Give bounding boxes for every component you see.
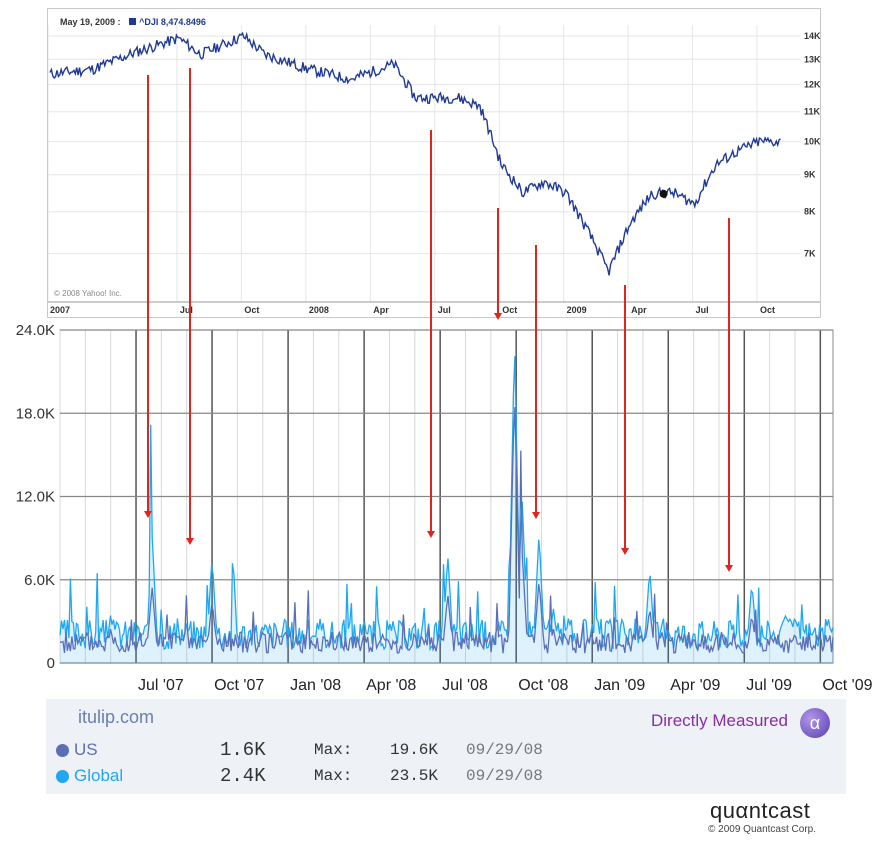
global-value: 2.4K xyxy=(220,765,266,787)
traffic-x-tick: Apr '09 xyxy=(670,677,720,694)
dji-y-tick: 14K xyxy=(804,31,820,41)
site-name[interactable]: itulip.com xyxy=(78,707,155,727)
us-label: US xyxy=(74,740,98,759)
dji-x-tick: Jul xyxy=(438,305,451,315)
stats-row-us: US 1.6K Max: 19.6K 09/29/08 xyxy=(56,739,616,763)
us-legend-dot-icon xyxy=(56,744,69,757)
dji-x-tick: 2008 xyxy=(309,305,329,315)
dji-y-tick: 12K xyxy=(804,79,820,89)
dji-series-line xyxy=(49,31,781,276)
dji-header: May 19, 2009 : ^DJI 8,474.8496 xyxy=(60,17,206,27)
quantcast-copyright: © 2009 Quantcast Corp. xyxy=(708,824,816,835)
dji-symbol: ^DJI 8,474.8496 xyxy=(129,17,206,27)
traffic-x-tick: Jul '09 xyxy=(746,677,792,694)
dji-y-tick: 13K xyxy=(804,54,820,64)
dji-x-tick: 2009 xyxy=(567,305,587,315)
stats-row-global: Global 2.4K Max: 23.5K 09/29/08 xyxy=(56,765,616,789)
us-value: 1.6K xyxy=(220,739,266,761)
traffic-series-line xyxy=(59,356,834,652)
dji-y-tick: 11K xyxy=(804,107,820,117)
dji-y-tick: 9K xyxy=(804,170,816,180)
dji-current-point xyxy=(659,189,668,198)
global-legend-dot-icon xyxy=(56,770,69,783)
traffic-x-tick: Jul '08 xyxy=(442,677,488,694)
global-max-date: 09/29/08 xyxy=(466,767,543,785)
global-label: Global xyxy=(74,766,124,785)
traffic-x-tick: Oct '07 xyxy=(214,677,264,694)
dji-quote: 8,474.8496 xyxy=(160,17,206,27)
stats-panel: itulip.com Directly Measured α US 1.6K M… xyxy=(46,699,846,794)
dji-date-label: May 19, 2009 : xyxy=(60,17,121,27)
dji-x-tick: Jul xyxy=(696,305,709,315)
directly-measured-label: Directly Measured xyxy=(651,711,788,730)
dji-chart: 14K 13K 12K 11K 10K 9K 8K 7K 2007 Jul Oct 2008 Apr Ju… xyxy=(47,8,821,318)
traffic-x-tick: Oct '09 xyxy=(822,677,872,694)
traffic-x-tick: Oct '08 xyxy=(518,677,568,694)
dji-x-tick: Apr xyxy=(631,305,647,315)
quantcast-logo: quαntcast xyxy=(710,798,811,823)
dji-symbol-text: ^DJI xyxy=(139,17,159,27)
traffic-x-tick: Apr '08 xyxy=(366,677,416,694)
traffic-chart: Jul '07 Oct '07 Jan '08 Apr '08 Jul '08 Oct '… xyxy=(0,322,878,697)
global-max-value: 23.5K xyxy=(390,767,439,785)
dji-y-tick: 7K xyxy=(804,249,816,259)
us-max-value: 19.6K xyxy=(390,741,439,759)
traffic-chart-svg: Jul '07 Oct '07 Jan '08 Apr '08 Jul '08 Oct '… xyxy=(16,322,873,694)
traffic-x-tick: Jan '09 xyxy=(594,677,645,694)
dji-y-tick: 10K xyxy=(804,137,820,147)
traffic-series-line xyxy=(59,407,834,655)
traffic-y-tick: 6.0K xyxy=(24,572,55,589)
traffic-x-tick: Jul '07 xyxy=(138,677,184,694)
dji-x-tick: Jul xyxy=(180,305,193,315)
dji-x-tick: 2007 xyxy=(50,305,70,315)
alpha-badge-icon: α xyxy=(800,708,830,738)
us-max-date: 09/29/08 xyxy=(466,741,543,759)
series-square-icon xyxy=(129,18,137,25)
dji-chart-svg: 14K 13K 12K 11K 10K 9K 8K 7K 2007 Jul Oct 2008 Apr Ju… xyxy=(48,25,820,315)
traffic-y-tick: 0 xyxy=(47,655,55,672)
dji-x-tick: Apr xyxy=(373,305,389,315)
global-max-label: Max: xyxy=(314,767,353,785)
dji-y-tick: 8K xyxy=(804,207,816,217)
us-max-label: Max: xyxy=(314,741,353,759)
traffic-y-tick: 24.0K xyxy=(16,322,55,339)
traffic-y-tick: 18.0K xyxy=(16,405,55,422)
yahoo-copyright: © 2008 Yahoo! Inc. xyxy=(54,289,122,298)
dji-x-tick: Oct xyxy=(244,305,259,315)
traffic-y-tick: 12.0K xyxy=(16,489,55,506)
dji-x-tick: Oct xyxy=(502,305,517,315)
dji-x-tick: Oct xyxy=(760,305,775,315)
traffic-x-tick: Jan '08 xyxy=(290,677,341,694)
